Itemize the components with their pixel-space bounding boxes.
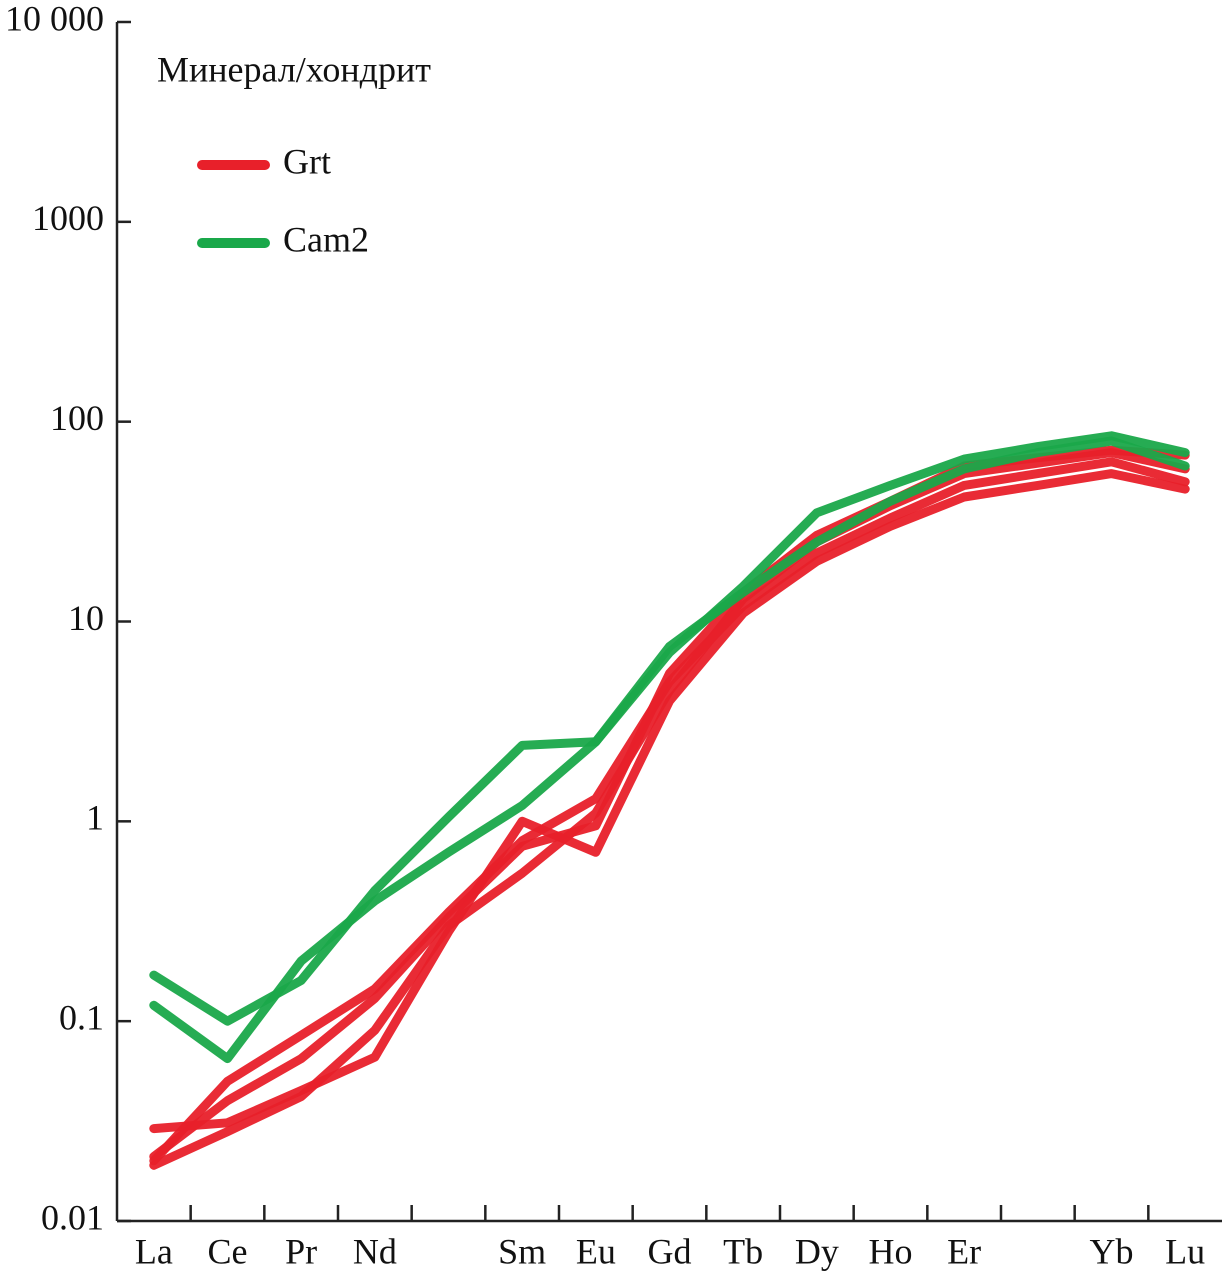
y-tick-label: 1000 xyxy=(32,198,104,238)
x-tick-label: La xyxy=(135,1231,173,1271)
data-line xyxy=(149,431,1190,1026)
x-tick-label: Yb xyxy=(1090,1231,1134,1271)
legend-label: Cam2 xyxy=(283,219,369,259)
x-tick-label: Gd xyxy=(648,1231,692,1271)
x-tick-label: Pr xyxy=(285,1231,317,1271)
data-line xyxy=(149,445,1190,1162)
x-tick-label: Eu xyxy=(576,1231,616,1271)
y-tick-label: 1 xyxy=(86,798,104,838)
data-line xyxy=(149,448,1190,1170)
x-tick-label: Ce xyxy=(208,1231,248,1271)
x-tick-label: Er xyxy=(947,1231,981,1271)
x-tick-label: Sm xyxy=(498,1231,546,1271)
y-tick-label: 100 xyxy=(50,398,104,438)
data-line xyxy=(149,436,1190,1064)
legend-title: Минерал/хондрит xyxy=(157,49,431,89)
x-tick-label: Tb xyxy=(723,1231,763,1271)
y-tick-label: 0.01 xyxy=(41,1197,104,1237)
y-tick-label: 10 000 xyxy=(5,0,104,38)
x-tick-label: Dy xyxy=(795,1231,839,1271)
x-tick-label: Ho xyxy=(869,1231,913,1271)
x-tick-label: Lu xyxy=(1165,1231,1205,1271)
legend-label: Grt xyxy=(283,141,331,181)
y-tick-label: 10 xyxy=(68,598,104,638)
y-tick-label: 0.1 xyxy=(59,997,104,1037)
x-tick-label: Nd xyxy=(353,1231,397,1271)
